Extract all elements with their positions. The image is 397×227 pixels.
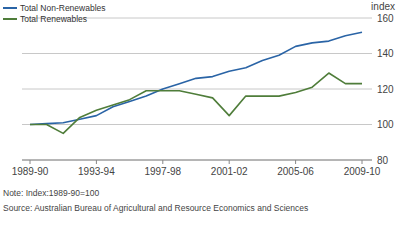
series-line: [30, 32, 362, 124]
grid-line: [22, 160, 372, 161]
legend-swatch: [3, 7, 17, 9]
chart: 80 100 120 140 160index 1989-90 1993-94 1997-98…: [0, 0, 397, 227]
x-tick: [295, 160, 296, 164]
x-tick: [96, 160, 97, 164]
y-tick-label: 120: [377, 84, 394, 95]
plot-lines: [30, 32, 362, 133]
grid-line: [22, 89, 372, 90]
y-tick-label: 100: [377, 119, 394, 130]
y-tick-label: 80: [377, 155, 389, 166]
legend-swatch: [3, 18, 17, 20]
x-axis: [22, 160, 372, 161]
x-tick: [162, 160, 163, 164]
y-tick-label: 140: [377, 48, 394, 59]
x-tick-label: 1997-98: [144, 166, 181, 177]
x-tick-label: 1993-94: [78, 166, 115, 177]
grid-line: [22, 124, 372, 125]
x-tick-label: 2001-02: [211, 166, 248, 177]
x-tick-label: 2009-10: [344, 166, 381, 177]
grid-line: [22, 53, 372, 54]
annotation: Source: Australian Bureau of Agricultura…: [3, 203, 308, 213]
annotation: Note: Index:1989-90=100: [3, 188, 99, 198]
legend-label: Total Non-Renewables: [20, 3, 106, 13]
y-axis-label: index: [371, 1, 395, 12]
x-tick-label: 2005-06: [277, 166, 314, 177]
x-tick: [30, 160, 31, 164]
x-tick: [229, 160, 230, 164]
x-tick-label: 1989-90: [12, 166, 49, 177]
series-line: [30, 73, 362, 133]
legend-label: Total Renewables: [20, 14, 87, 24]
y-tick-label: 160: [377, 13, 394, 24]
x-tick: [362, 160, 363, 164]
